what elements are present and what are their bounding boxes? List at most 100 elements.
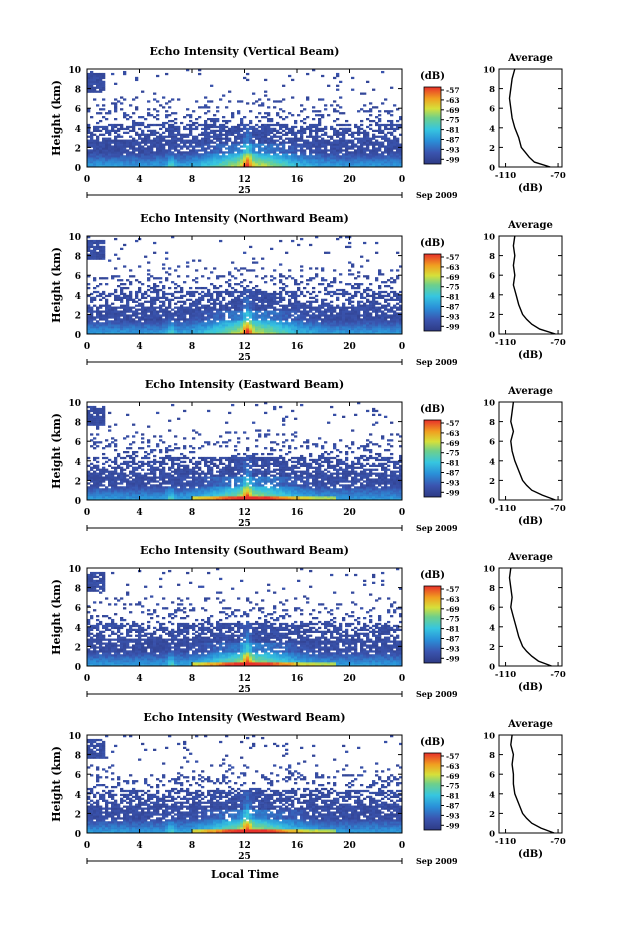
heatmap-cell	[345, 159, 349, 162]
heatmap-cell	[240, 316, 244, 319]
heatmap-cell	[363, 137, 367, 140]
heatmap-cell	[297, 320, 301, 323]
heatmap-cell	[129, 482, 133, 485]
heatmap-cell	[315, 267, 319, 270]
heatmap-cell	[114, 472, 118, 475]
heatmap-cell	[315, 145, 319, 148]
heatmap-cell	[90, 163, 94, 166]
heatmap-cell	[399, 151, 403, 154]
heatmap-cell	[255, 316, 259, 319]
heatmap-cell	[366, 275, 370, 278]
heatmap-cell	[105, 498, 109, 501]
heatmap-cell	[369, 314, 373, 317]
heatmap-cell	[189, 320, 193, 323]
heatmap-cell	[192, 110, 196, 113]
day-label: 25	[238, 186, 251, 196]
heatmap-cell	[93, 145, 97, 148]
heatmap-cell	[99, 304, 103, 307]
heatmap-cell	[273, 155, 277, 158]
heatmap-cell	[189, 163, 193, 166]
heatmap-cell	[246, 133, 250, 136]
heatmap-cell	[114, 456, 118, 460]
heatmap-cell	[165, 121, 169, 125]
heatmap-cell	[252, 314, 256, 317]
heatmap-cell	[279, 100, 283, 103]
heatmap-cell	[198, 123, 202, 127]
heatmap-cell	[198, 139, 202, 142]
heatmap-cell	[309, 123, 313, 127]
heatmap-cell	[123, 498, 127, 501]
heatmap-cell	[294, 149, 298, 152]
heatmap-cell	[252, 318, 256, 321]
heatmap-cell	[126, 143, 130, 146]
heatmap-cell	[261, 129, 265, 133]
heatmap-cell	[342, 159, 346, 162]
heatmap-cell	[135, 143, 139, 146]
heatmap-cell	[87, 411, 91, 415]
heatmap-cell	[165, 72, 169, 76]
heatmap-cell	[396, 147, 400, 150]
heatmap-cell	[141, 294, 145, 298]
heatmap-cell	[120, 286, 124, 290]
heatmap-cell	[276, 292, 280, 296]
heatmap-cell	[150, 316, 154, 319]
heatmap-cell	[87, 470, 91, 473]
heatmap-cell	[123, 486, 127, 489]
heatmap-cell	[219, 127, 223, 131]
heatmap-cell	[288, 310, 292, 313]
heatmap-cell	[159, 281, 163, 284]
heatmap-cell	[270, 324, 274, 327]
heatmap-cell	[177, 163, 181, 166]
heatmap-cell	[252, 294, 256, 298]
heatmap-cell	[90, 324, 94, 327]
heatmap-cell	[354, 310, 358, 313]
heatmap-cell	[333, 326, 337, 329]
heatmap-cell	[222, 151, 226, 154]
heatmap-cell	[396, 153, 400, 156]
heatmap-cell	[339, 281, 343, 284]
heatmap-cell	[201, 153, 205, 156]
heatmap-cell	[333, 119, 337, 123]
heatmap-cell	[90, 86, 94, 89]
heatmap-cell	[330, 324, 334, 327]
heatmap-cell	[129, 157, 133, 160]
heatmap-cell	[267, 118, 271, 121]
heatmap-cell	[228, 149, 232, 152]
heatmap-cell	[219, 330, 223, 333]
heatmap-cell	[180, 308, 184, 311]
heatmap-cell	[252, 155, 256, 158]
heatmap-cell	[87, 151, 91, 154]
heatmap-cell	[213, 131, 217, 134]
heatmap-cell	[276, 296, 280, 300]
heatmap-cell	[165, 116, 169, 119]
heatmap-cell	[225, 141, 229, 144]
heatmap-cell	[195, 137, 199, 140]
heatmap-cell	[123, 143, 127, 146]
heatmap-cell	[99, 153, 103, 156]
heatmap-cell	[342, 139, 346, 142]
heatmap-cell	[273, 106, 277, 109]
heatmap-cell	[273, 139, 277, 142]
heatmap-cell	[168, 161, 172, 164]
heatmap-cell	[342, 312, 346, 315]
heatmap-cell	[396, 137, 400, 140]
heatmap-cell	[390, 296, 394, 300]
heatmap-cell	[168, 151, 172, 154]
heatmap-cell	[165, 298, 169, 301]
heatmap-cell	[123, 456, 127, 460]
heatmap-cell	[210, 314, 214, 317]
heatmap-cell	[294, 147, 298, 150]
heatmap-cell	[237, 149, 241, 152]
colorbar-tick-label: -81	[446, 293, 460, 302]
heatmap-cell	[246, 78, 250, 82]
heatmap-cell	[198, 296, 202, 300]
heatmap-cell	[252, 306, 256, 309]
heatmap-cell	[237, 123, 241, 127]
heatmap-cell	[315, 273, 319, 276]
heatmap-cell	[366, 153, 370, 156]
heatmap-cell	[132, 472, 136, 475]
heatmap-cell	[132, 153, 136, 156]
heatmap-cell	[99, 239, 103, 243]
heatmap-cell	[105, 147, 109, 150]
